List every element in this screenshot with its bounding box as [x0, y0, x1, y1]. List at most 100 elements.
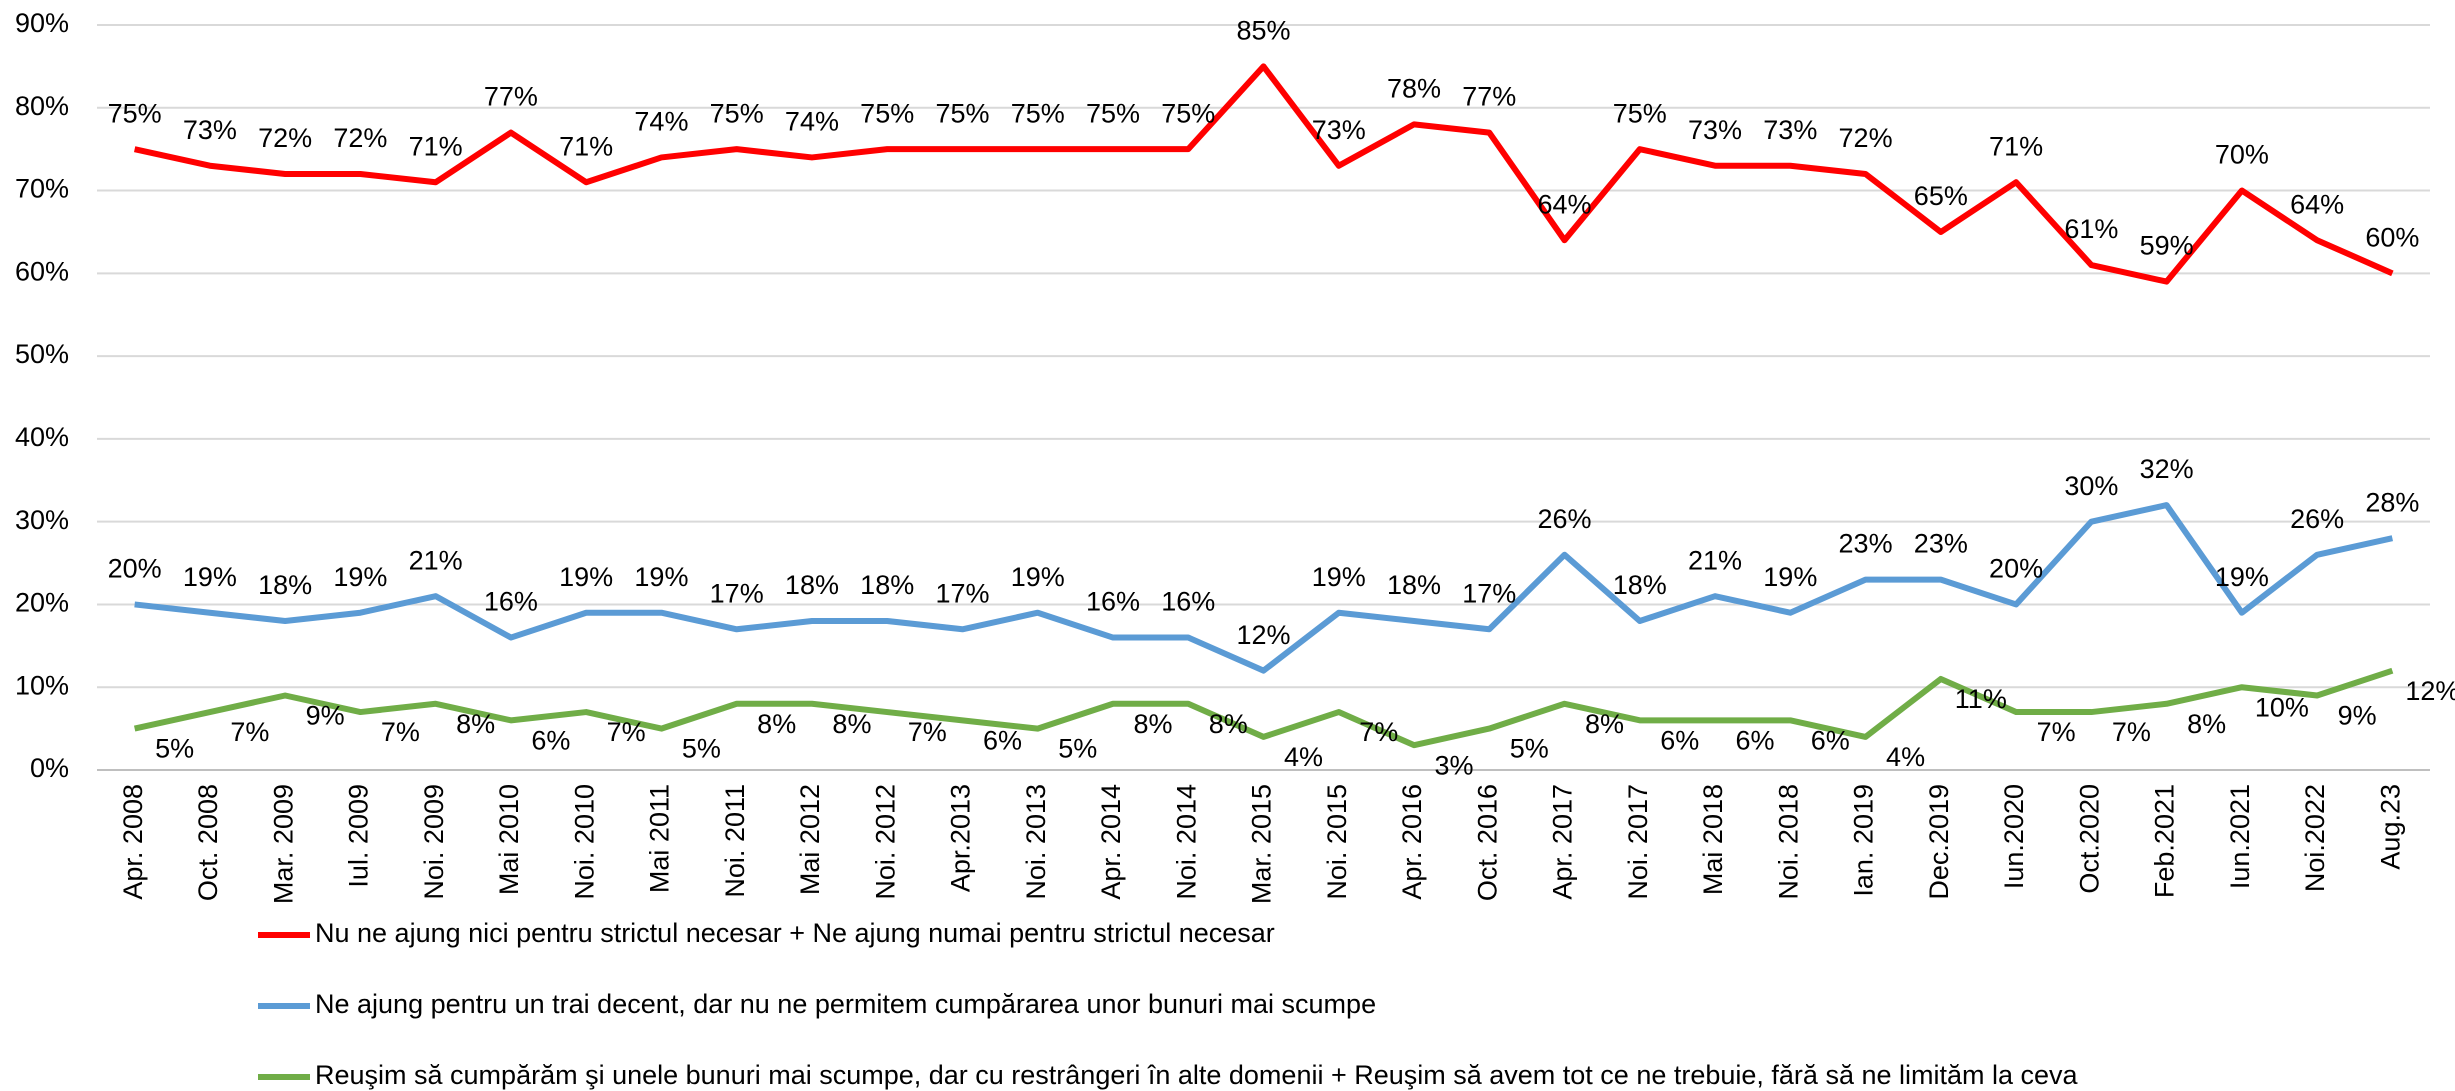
data-label: 6% [1736, 725, 1775, 755]
x-tick-label: Mai 2010 [494, 784, 524, 895]
line-series [133, 667, 2394, 749]
data-label: 77% [484, 82, 538, 112]
data-label: 75% [935, 98, 989, 128]
y-tick-label: 30% [15, 505, 69, 535]
data-label: 12% [1236, 620, 1290, 650]
data-label: 17% [935, 578, 989, 608]
data-label: 26% [2290, 504, 2344, 534]
x-tick-label: Ian. 2019 [1849, 784, 1879, 897]
x-tick-label: Iun.2021 [2225, 784, 2255, 889]
x-tick-label: Mai 2012 [795, 784, 825, 895]
data-label: 5% [1510, 734, 1549, 764]
y-tick-label: 40% [15, 422, 69, 452]
data-label: 23% [1839, 529, 1893, 559]
x-tick-label: Mar. 2009 [268, 784, 298, 904]
data-label: 28% [2365, 487, 2419, 517]
x-tick-label: Mai 2018 [1698, 784, 1728, 895]
x-tick-label: Mar. 2015 [1247, 784, 1277, 904]
y-tick-label: 10% [15, 670, 69, 700]
data-label: 30% [2064, 471, 2118, 501]
data-label: 19% [634, 562, 688, 592]
data-label: 11% [1955, 684, 2007, 714]
legend-label: Nu ne ajung nici pentru strictul necesar… [315, 918, 1275, 948]
data-label: 19% [183, 562, 237, 592]
data-label: 17% [710, 578, 764, 608]
data-label: 73% [1763, 115, 1817, 145]
data-label: 9% [306, 701, 345, 731]
legend-label: Reuşim să cumpărăm şi unele bunuri mai s… [315, 1060, 2079, 1090]
x-tick-label: Noi. 2017 [1623, 784, 1653, 900]
data-label: 16% [1161, 587, 1215, 617]
x-tick-label: Mai 2011 [645, 784, 675, 893]
x-tick-label: Noi. 2015 [1322, 784, 1352, 900]
data-label: 8% [1133, 709, 1172, 739]
data-label: 70% [2215, 140, 2269, 170]
data-label: 85% [1236, 16, 1290, 46]
y-tick-label: 60% [15, 256, 69, 286]
data-label: 18% [785, 570, 839, 600]
x-tick-label: Apr. 2016 [1397, 784, 1427, 900]
x-tick-label: Noi. 2011 [720, 784, 750, 898]
data-label: 8% [1209, 709, 1248, 739]
data-label: 10% [2255, 692, 2309, 722]
data-label: 7% [381, 717, 420, 747]
data-label: 7% [908, 717, 947, 747]
data-label: 19% [2215, 562, 2269, 592]
data-label: 4% [1886, 742, 1925, 772]
x-tick-label: Noi. 2014 [1171, 784, 1201, 900]
x-tick-label: Apr. 2017 [1548, 784, 1578, 900]
data-label: 64% [2290, 189, 2344, 219]
data-label: 17% [1462, 578, 1516, 608]
data-label: 73% [1312, 115, 1366, 145]
x-tick-label: Apr.2013 [946, 784, 976, 892]
data-label: 73% [1688, 115, 1742, 145]
data-label: 21% [409, 545, 463, 575]
data-label: 6% [531, 725, 570, 755]
data-label: 20% [108, 554, 162, 584]
data-label: 75% [1011, 98, 1065, 128]
data-label: 6% [1811, 725, 1850, 755]
data-label: 7% [230, 717, 269, 747]
x-tick-label: Oct. 2016 [1472, 784, 1502, 901]
data-label: 59% [2140, 231, 2194, 261]
data-label: 23% [1914, 529, 1968, 559]
data-label: 60% [2365, 222, 2419, 252]
data-label: 32% [2140, 454, 2194, 484]
data-label: 19% [1011, 562, 1065, 592]
y-tick-label: 20% [15, 588, 69, 618]
data-label: 18% [258, 570, 312, 600]
data-label: 21% [1688, 545, 1742, 575]
x-tick-label: Noi. 2018 [1773, 784, 1803, 900]
data-label: 78% [1387, 73, 1441, 103]
data-label: 72% [1839, 123, 1893, 153]
data-label: 7% [1359, 717, 1398, 747]
x-tick-label: Iul. 2009 [344, 784, 374, 888]
x-tick-label: Noi. 2010 [569, 784, 599, 900]
data-label: 8% [2187, 709, 2226, 739]
data-label: 18% [1387, 570, 1441, 600]
data-label: 7% [2037, 717, 2076, 747]
data-label: 8% [1585, 709, 1624, 739]
data-label: 4% [1284, 742, 1323, 772]
x-tick-label: Noi. 2012 [870, 784, 900, 900]
legend-label: Ne ajung pentru un trai decent, dar nu n… [315, 989, 1376, 1019]
data-label: 72% [258, 123, 312, 153]
y-tick-label: 50% [15, 339, 69, 369]
data-label: 19% [1312, 562, 1366, 592]
data-label: 19% [333, 562, 387, 592]
x-tick-label: Noi. 2013 [1021, 784, 1051, 900]
data-label: 9% [2338, 701, 2377, 731]
data-label: 19% [559, 562, 613, 592]
data-label: 16% [1086, 587, 1140, 617]
x-tick-label: Apr. 2008 [118, 784, 148, 900]
data-label: 6% [983, 725, 1022, 755]
data-label: 8% [832, 709, 871, 739]
data-label: 26% [1538, 504, 1592, 534]
x-tick-label: Aug.23 [2375, 784, 2405, 870]
data-label: 75% [108, 98, 162, 128]
x-tick-label: Oct. 2008 [193, 784, 223, 901]
data-label: 3% [1435, 750, 1474, 780]
data-label: 75% [1086, 98, 1140, 128]
data-label: 18% [860, 570, 914, 600]
